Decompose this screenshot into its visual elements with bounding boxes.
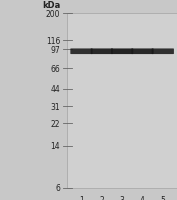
FancyBboxPatch shape (91, 49, 113, 55)
FancyBboxPatch shape (152, 49, 174, 55)
Text: 4: 4 (140, 195, 145, 200)
FancyBboxPatch shape (131, 49, 154, 55)
Text: 44: 44 (50, 85, 60, 94)
FancyBboxPatch shape (70, 49, 93, 55)
Bar (67, 14, 177, 188)
Text: 22: 22 (51, 119, 60, 128)
Text: 116: 116 (46, 37, 60, 46)
Text: 200: 200 (46, 10, 60, 18)
Text: 31: 31 (51, 102, 60, 111)
Text: kDa: kDa (42, 1, 60, 9)
Text: 66: 66 (50, 65, 60, 73)
Text: 97: 97 (50, 45, 60, 54)
Text: 1: 1 (79, 195, 84, 200)
Text: 3: 3 (120, 195, 125, 200)
Text: 5: 5 (160, 195, 165, 200)
Text: 14: 14 (51, 141, 60, 150)
FancyBboxPatch shape (111, 49, 133, 55)
Text: 6: 6 (55, 184, 60, 192)
Text: 2: 2 (99, 195, 104, 200)
